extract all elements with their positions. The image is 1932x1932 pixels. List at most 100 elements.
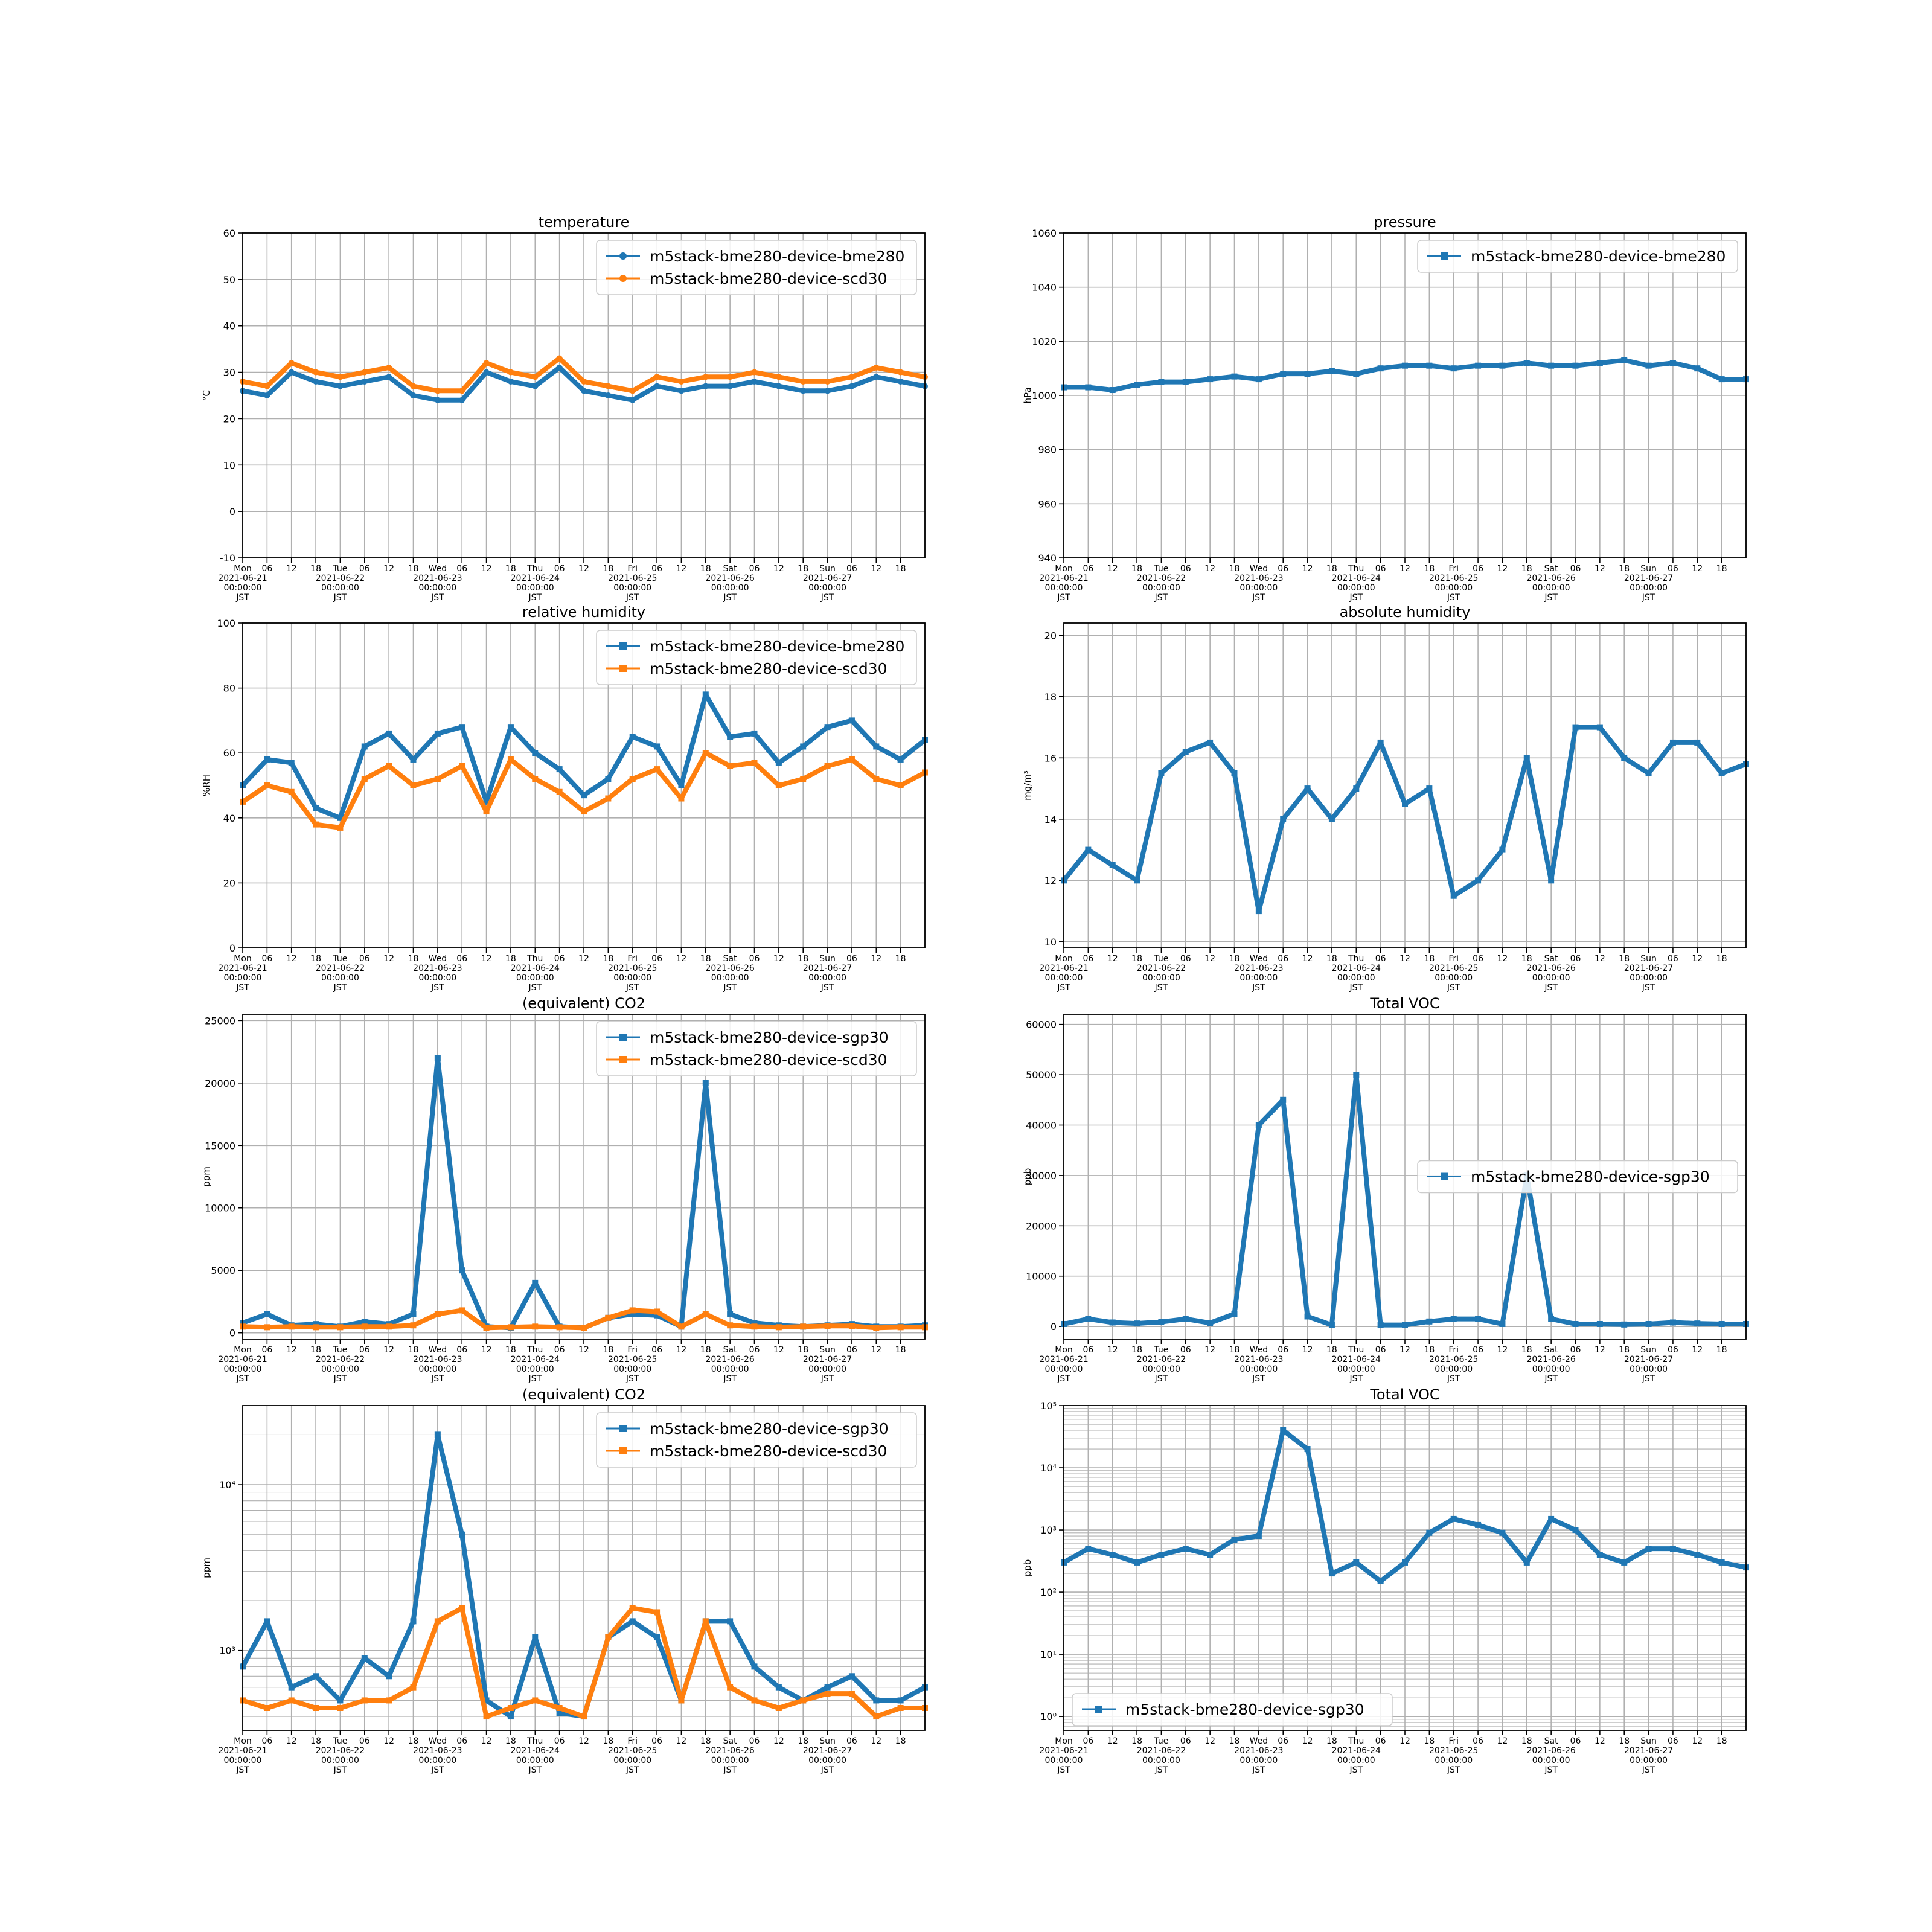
legend-swatch-marker — [619, 1034, 627, 1041]
data-point — [361, 743, 368, 750]
data-point — [581, 1713, 587, 1720]
data-point — [483, 369, 490, 376]
legend-swatch-marker — [1441, 1172, 1448, 1180]
x-tick-label: 18 — [1424, 954, 1435, 964]
data-point — [1255, 376, 1262, 383]
y-axis-label: ppm — [201, 1558, 212, 1578]
data-point — [410, 782, 417, 788]
data-point — [702, 1618, 709, 1625]
y-tick-label: 15000 — [205, 1140, 235, 1151]
data-point — [629, 776, 636, 782]
y-tick-label: 50 — [223, 274, 235, 286]
x-tick-label: Wed — [429, 954, 447, 964]
data-point — [337, 824, 344, 831]
x-tick-label: 18 — [1131, 564, 1142, 574]
y-tick-label: 0 — [229, 1328, 235, 1339]
x-tick-label: 2021-06-24 — [1332, 964, 1381, 973]
data-point — [1621, 357, 1628, 363]
x-tick-label: 18 — [798, 1736, 808, 1746]
data-point — [264, 1705, 270, 1712]
data-point — [313, 378, 319, 385]
y-tick-label: 10⁴ — [1040, 1462, 1057, 1474]
x-tick-label: 06 — [1375, 1345, 1386, 1355]
data-point — [775, 383, 782, 389]
x-tick-label: 12 — [383, 1736, 394, 1746]
x-tick-label: 2021-06-26 — [705, 574, 754, 583]
x-tick-label: 2021-06-23 — [413, 574, 462, 583]
x-tick-label: 18 — [408, 1345, 419, 1355]
data-point — [1304, 371, 1311, 377]
y-tick-label: 10⁵ — [1040, 1400, 1057, 1412]
data-point — [361, 369, 368, 376]
x-tick-label: JST — [1349, 593, 1363, 603]
series-m5stack-bme280-device-scd30 — [240, 1605, 928, 1720]
legend-label: m5stack-bme280-device-sgp30 — [650, 1420, 889, 1438]
x-tick-label: Thu — [526, 1345, 543, 1355]
x-tick-label: 00:00:00 — [321, 1756, 359, 1765]
x-tick-label: 00:00:00 — [321, 1364, 359, 1374]
x-tick-label: JST — [528, 983, 542, 993]
data-point — [1548, 362, 1555, 369]
legend-label: m5stack-bme280-device-bme280 — [650, 248, 904, 265]
data-point — [1475, 1521, 1482, 1528]
x-tick-label: 12 — [1595, 564, 1605, 574]
x-tick-label: 2021-06-26 — [705, 1746, 754, 1756]
y-tick-label: 80 — [223, 683, 235, 694]
data-point — [678, 378, 685, 385]
x-tick-label: 06 — [1278, 564, 1288, 574]
x-tick-label: 2021-06-26 — [1526, 1746, 1575, 1756]
x-tick-label: 18 — [1716, 564, 1727, 574]
data-point — [1523, 1559, 1530, 1566]
y-tick-label: 980 — [1038, 444, 1057, 456]
chart-title: (equivalent) CO2 — [522, 995, 645, 1012]
data-point — [1645, 362, 1652, 369]
data-point — [775, 1705, 782, 1712]
x-tick-label: Sat — [723, 1736, 737, 1746]
x-tick-label: 06 — [1375, 954, 1386, 964]
x-tick-label: JST — [333, 1374, 347, 1384]
y-tick-label: 20 — [1044, 630, 1057, 641]
data-point — [605, 776, 612, 782]
x-tick-label: JST — [625, 983, 639, 993]
x-tick-label: 12 — [1302, 954, 1313, 964]
x-tick-label: 2021-06-22 — [1137, 964, 1186, 973]
x-tick-label: Sat — [1544, 1736, 1558, 1746]
data-point — [361, 776, 368, 782]
x-tick-label: 2021-06-22 — [1137, 574, 1186, 583]
y-tick-labels: 0 20 40 60 80 100 — [217, 618, 243, 954]
data-point — [629, 1605, 636, 1611]
data-point — [1109, 862, 1116, 868]
x-tick-label: 00:00:00 — [1532, 973, 1570, 983]
data-point — [1450, 1316, 1457, 1322]
x-tick-label: 18 — [1521, 1736, 1532, 1746]
x-tick-label: 2021-06-24 — [511, 1746, 560, 1756]
data-point — [1182, 379, 1189, 385]
data-point — [337, 814, 344, 821]
y-tick-label: 50000 — [1026, 1069, 1057, 1081]
x-tick-label: 2021-06-24 — [1332, 1746, 1381, 1756]
legend-swatch-marker — [1095, 1706, 1102, 1713]
x-tick-label: 06 — [359, 1345, 370, 1355]
data-point — [727, 383, 734, 389]
data-point — [532, 1323, 539, 1330]
data-point — [434, 1055, 441, 1061]
x-tick-label: 2021-06-21 — [1039, 574, 1088, 583]
x-tick-label: 00:00:00 — [418, 973, 456, 983]
data-point — [532, 776, 539, 782]
x-tick-label: 12 — [481, 564, 492, 574]
x-tick-label: 12 — [871, 1345, 881, 1355]
data-point — [313, 369, 319, 376]
x-tick-label: 06 — [1375, 1736, 1386, 1746]
data-point — [1158, 1552, 1165, 1558]
data-point — [605, 392, 612, 398]
x-tick-label: 2021-06-23 — [413, 1355, 462, 1364]
x-tick-label: Sun — [819, 1345, 836, 1355]
x-tick-label: 2021-06-21 — [218, 1746, 267, 1756]
legend-label: m5stack-bme280-device-bme280 — [1471, 248, 1726, 265]
data-point — [288, 1697, 295, 1704]
data-point — [629, 397, 636, 403]
chart-panel-6: 0100002000030000400005000060000Mon2021-0… — [1022, 995, 1749, 1384]
x-tick-label: 12 — [1497, 1345, 1508, 1355]
